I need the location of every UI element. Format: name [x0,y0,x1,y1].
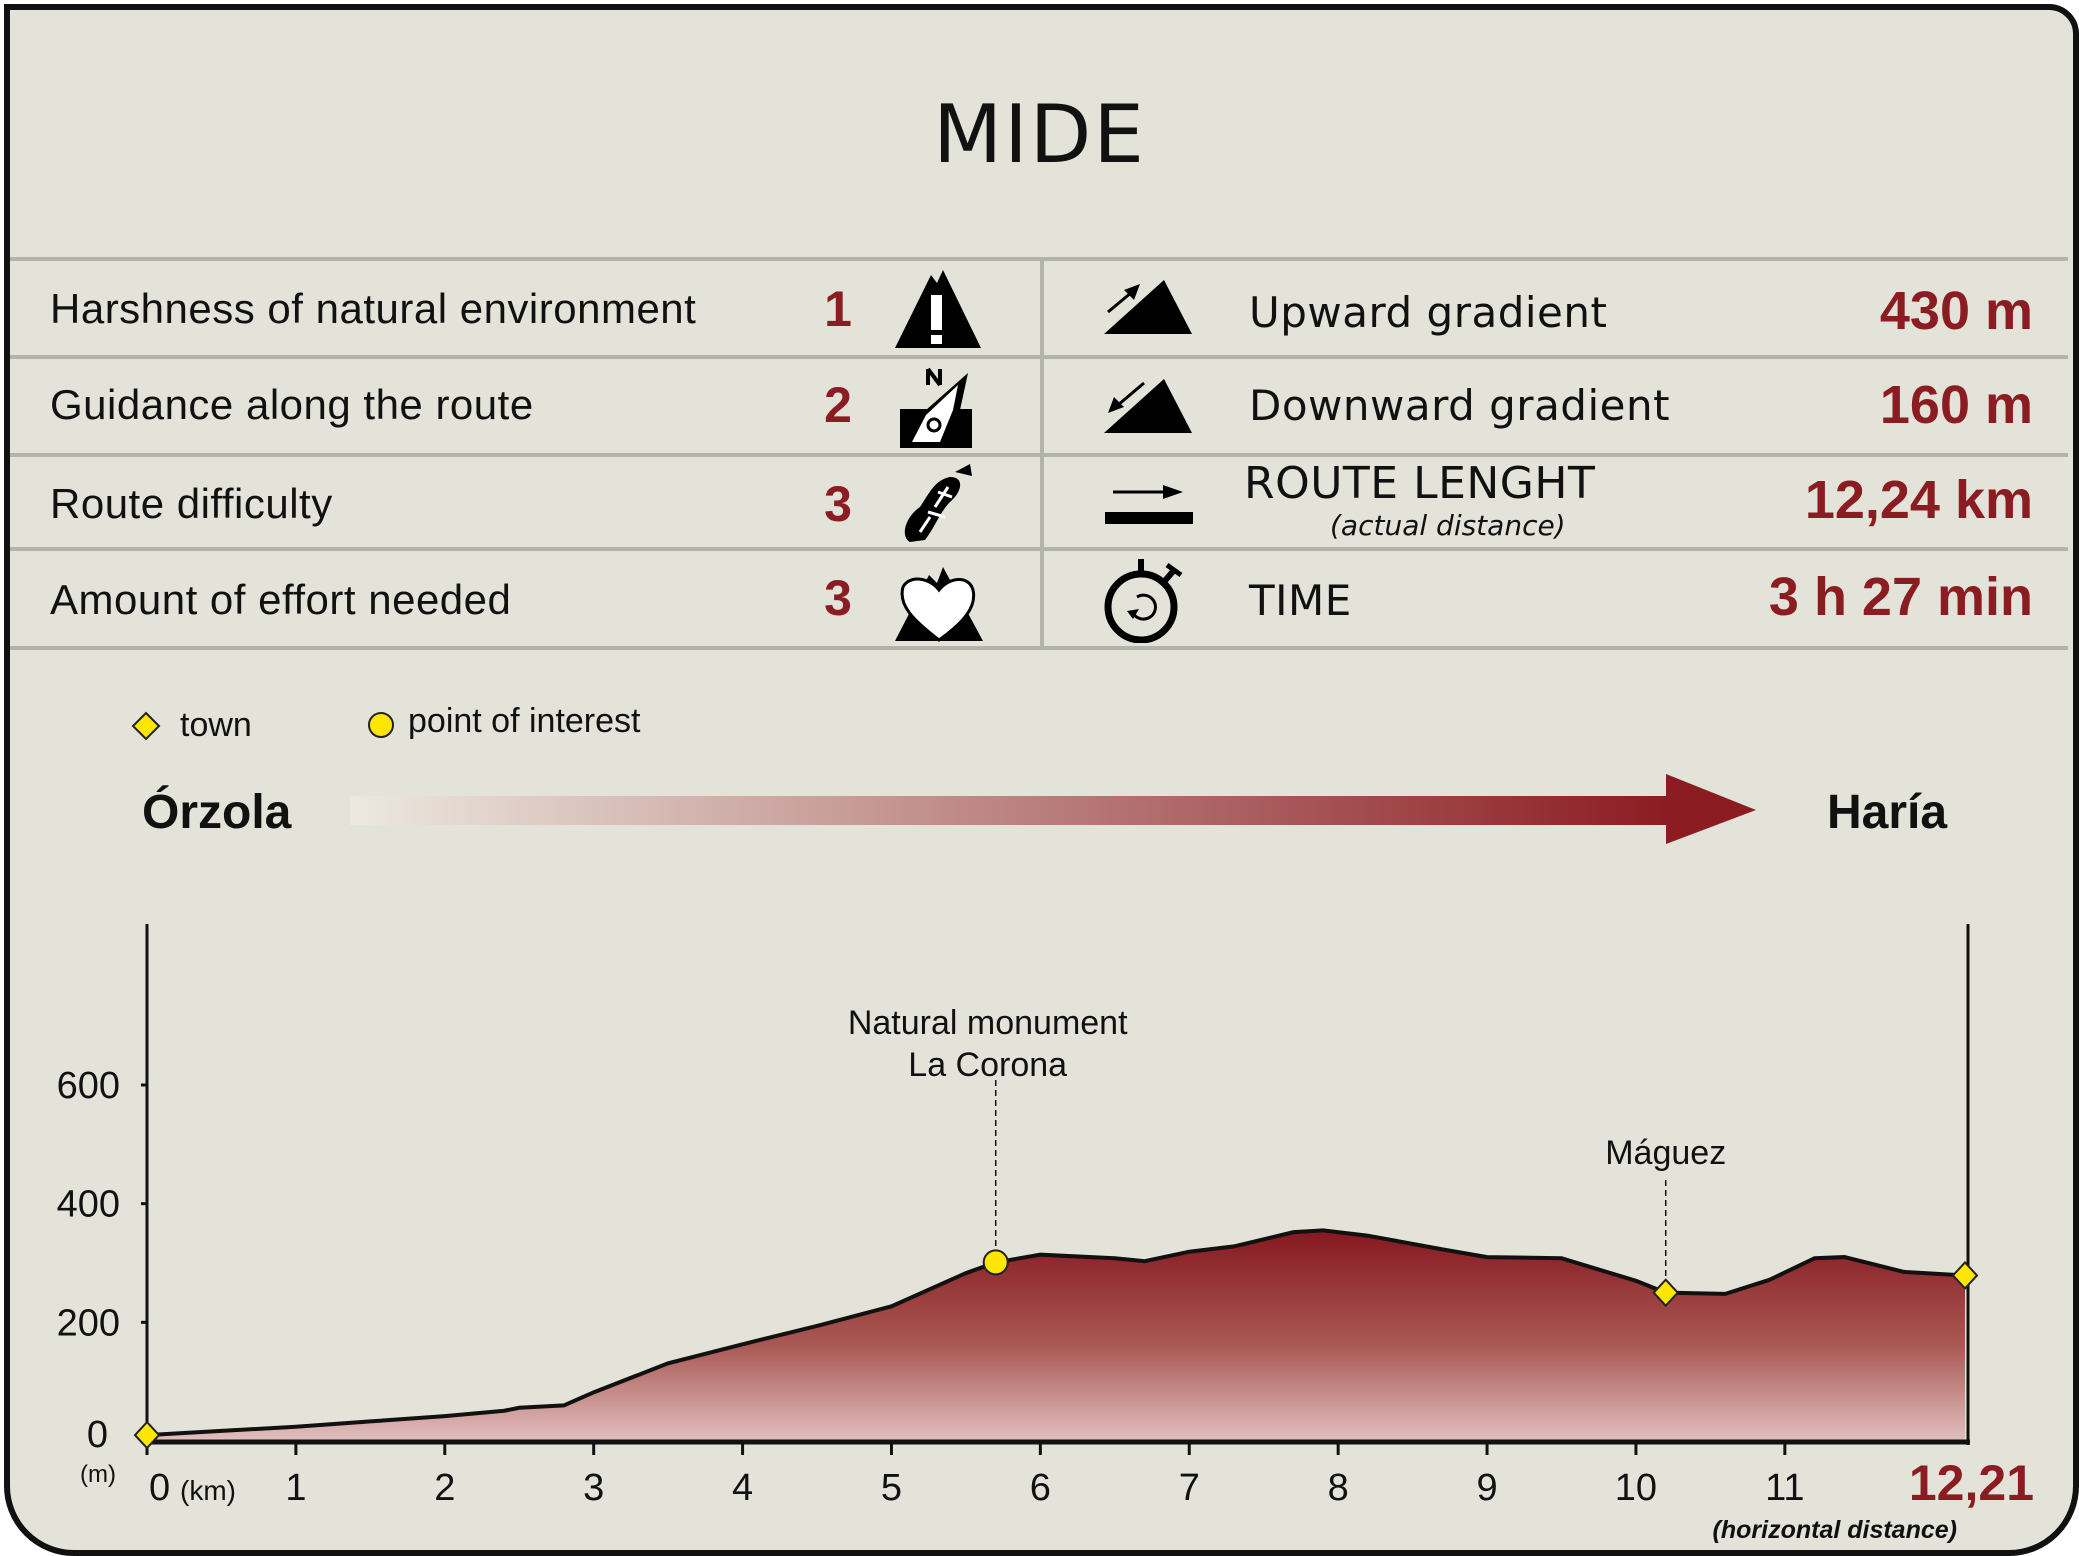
x-tick-label: 9 [1476,1467,1497,1509]
distance-icon [1105,485,1193,524]
x-tick-label: 3 [583,1467,604,1509]
poi-marker [982,1249,1009,1276]
divider [10,646,2068,650]
x-tick-label: 0 [149,1467,170,1509]
y-unit: (m) [80,1461,116,1488]
legend-poi: point of interest [408,702,641,740]
stat-value: 160 m [1879,375,2033,435]
elevation-area [147,1230,1965,1441]
poi-label: Natural monument [848,1004,1128,1042]
stat-label: TIME [1249,576,1352,625]
upward-gradient-icon [1104,280,1192,334]
mide-value: 3 [824,570,852,626]
poi-circle-icon [368,712,394,738]
mide-label: Guidance along the route [50,381,534,428]
y-tick-label: 0 [87,1414,108,1456]
footprint-icon [904,464,972,542]
stat-value: 430 m [1879,281,2033,341]
town-label: Máguez [1605,1134,1726,1172]
divider [10,257,2068,261]
x-tick-label: 1 [285,1467,306,1509]
mide-label: Route difficulty [50,480,333,527]
mide-value: 2 [824,377,852,433]
x-tick-label: 11 [1765,1467,1804,1509]
x-tick-label: 6 [1030,1467,1051,1509]
stat-value: 3 h 27 min [1768,567,2033,627]
downward-gradient-icon [1104,379,1192,433]
route-end: Haría [1827,786,1948,839]
stat-label: Upward gradient [1249,288,1608,337]
x-tick-label: 5 [881,1467,902,1509]
x-tick-label: 8 [1328,1467,1349,1509]
x-end-label: 12,21 [1909,1455,2034,1511]
stat-sublabel: (actual distance) [1330,509,1566,542]
route-start: Órzola [142,786,292,839]
x-note: (horizontal distance) [1713,1516,1957,1544]
mide-value: 1 [824,281,852,337]
stat-label: Downward gradient [1249,381,1671,430]
y-tick-label: 200 [57,1302,120,1344]
x-tick-label: 2 [434,1467,455,1509]
stat-value: 12,24 km [1804,470,2033,530]
mide-label: Harshness of natural environment [50,285,697,332]
town-marker [1652,1278,1680,1308]
page-title: MIDE [933,88,1146,181]
stat-label: ROUTE LENGHT [1244,458,1596,509]
mide-label: Amount of effort needed [50,576,512,623]
divider [1040,259,1044,649]
legend-town: town [180,706,252,744]
y-tick-label: 400 [57,1184,120,1226]
x-tick-label: 4 [732,1467,753,1509]
divider [10,547,2068,551]
heart-mountain-icon [895,567,983,642]
town-marker [1951,1260,1979,1290]
mountain-warning-icon [895,270,981,348]
town-marker [133,1420,161,1450]
mide-value: 3 [824,476,852,532]
divider [10,453,2068,457]
elevation-line [146,1228,1966,1438]
x-unit: (km) [180,1475,236,1506]
y-tick-label: 600 [57,1065,120,1107]
poi-label: La Corona [908,1046,1067,1084]
direction-arrow-icon [350,774,1756,844]
divider [10,355,2068,359]
x-tick-label: 7 [1179,1467,1200,1509]
stopwatch-icon [1104,559,1183,643]
town-diamond-icon [131,711,161,741]
compass-icon [900,367,972,448]
x-tick-label: 10 [1615,1467,1657,1509]
